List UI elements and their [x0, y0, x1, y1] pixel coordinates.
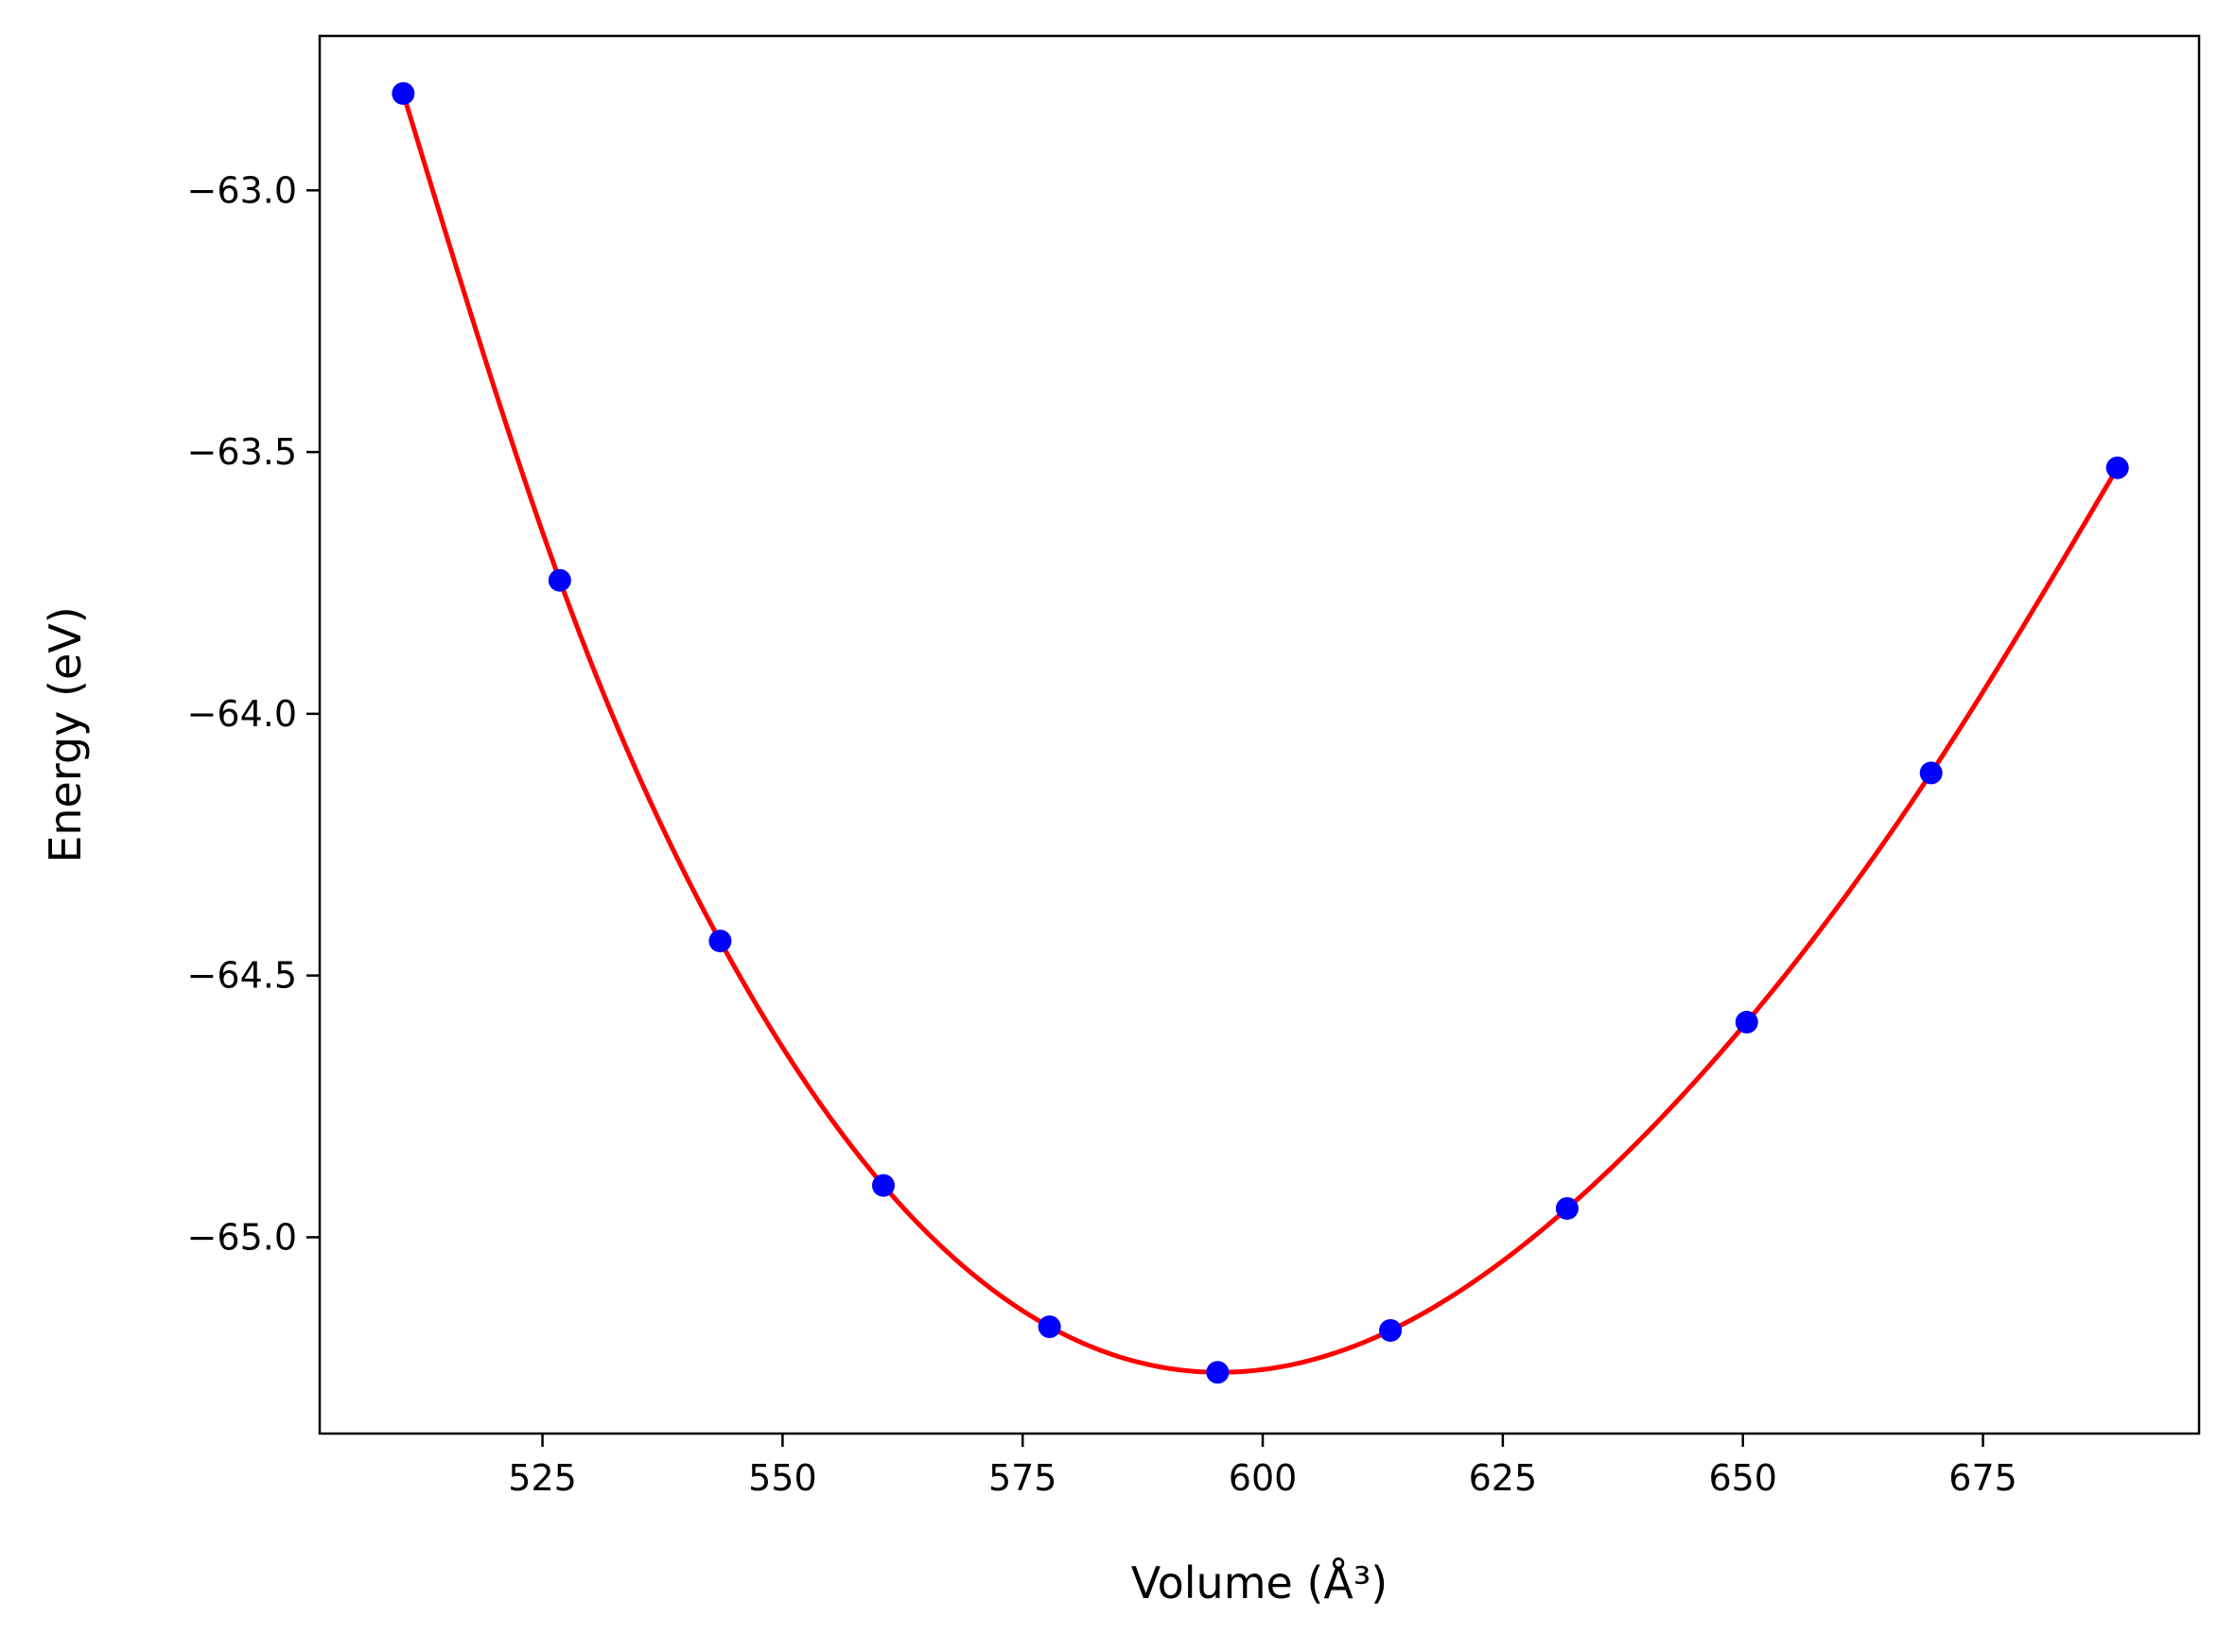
x-tick-label: 675: [1948, 1457, 2017, 1499]
data-point: [1379, 1318, 1403, 1342]
data-point: [2105, 456, 2129, 479]
x-tick-label: 650: [1708, 1457, 1777, 1499]
x-tick-label: 575: [988, 1457, 1057, 1499]
y-tick-label: −63.5: [187, 431, 297, 473]
fit-curve-line: [400, 93, 2120, 1375]
data-point: [548, 568, 571, 592]
data-point: [1919, 761, 1943, 785]
y-tick-label: −64.0: [187, 693, 297, 735]
data-point: [392, 81, 415, 105]
x-tick-label: 625: [1469, 1457, 1538, 1499]
data-points-layer: [392, 81, 2129, 1384]
y-axis-label: Energy (eV): [40, 606, 91, 862]
data-point: [1555, 1196, 1579, 1220]
data-point: [1206, 1361, 1230, 1384]
y-tick-label: −65.0: [187, 1216, 297, 1258]
y-tick-label: −63.0: [187, 169, 297, 211]
x-axis-label: Volume (Å³): [1131, 1557, 1388, 1609]
data-point: [1038, 1315, 1061, 1339]
x-axis-ticks: 525 550 575 600 625 650 675: [508, 1434, 2017, 1499]
data-point: [1735, 1010, 1758, 1034]
x-tick-label: 550: [748, 1457, 817, 1499]
y-tick-label: −64.5: [187, 955, 297, 997]
x-tick-label: 525: [508, 1457, 577, 1499]
data-point: [872, 1174, 895, 1197]
plot-area-frame: [318, 34, 2201, 1435]
data-point: [708, 930, 732, 953]
fit-curve-layer: [400, 93, 2120, 1375]
x-tick-label: 600: [1229, 1457, 1298, 1499]
y-axis-ticks: −63.0 −63.5 −64.0 −64.5 −65.0: [187, 169, 320, 1258]
